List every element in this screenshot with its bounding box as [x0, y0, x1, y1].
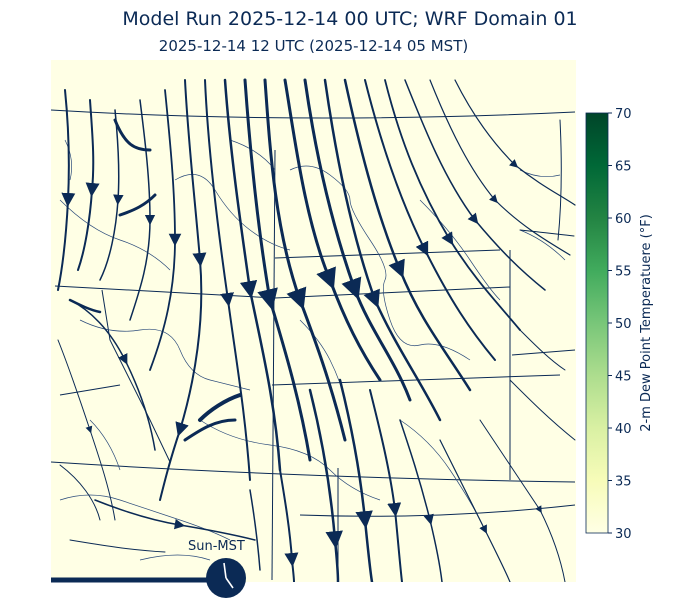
colorbar-gradient — [585, 112, 609, 534]
clock-hand-hour — [223, 562, 227, 579]
time-clock — [51, 558, 246, 598]
colorbar-ticks — [608, 112, 612, 534]
map-area — [51, 60, 576, 582]
colorbar-tick-50: 50 — [615, 317, 632, 332]
colorbar-tick-65: 65 — [615, 160, 632, 175]
clock-label: Sun-MST — [188, 539, 245, 554]
colorbar-tick-35: 35 — [615, 475, 632, 490]
colorbar-label: 2-m Dew Point Temperatuere (°F) — [639, 214, 654, 432]
map-subtitle: 2025-12-14 12 UTC (2025-12-14 05 MST) — [158, 37, 469, 55]
colorbar-tick-70: 70 — [615, 107, 632, 122]
colorbar-tick-60: 60 — [615, 212, 632, 227]
map-title: Model Run 2025-12-14 00 UTC; WRF Domain … — [122, 8, 578, 30]
clock-hand-minute — [225, 577, 234, 589]
wind-streamlines — [57, 78, 576, 582]
colorbar: 70 65 60 55 50 45 40 35 30 2-m Dew Point… — [585, 107, 654, 542]
colorbar-tick-40: 40 — [615, 422, 632, 437]
colorbar-tick-30: 30 — [615, 527, 632, 542]
colorbar-tick-55: 55 — [615, 265, 632, 280]
colorbar-tick-45: 45 — [615, 370, 632, 385]
